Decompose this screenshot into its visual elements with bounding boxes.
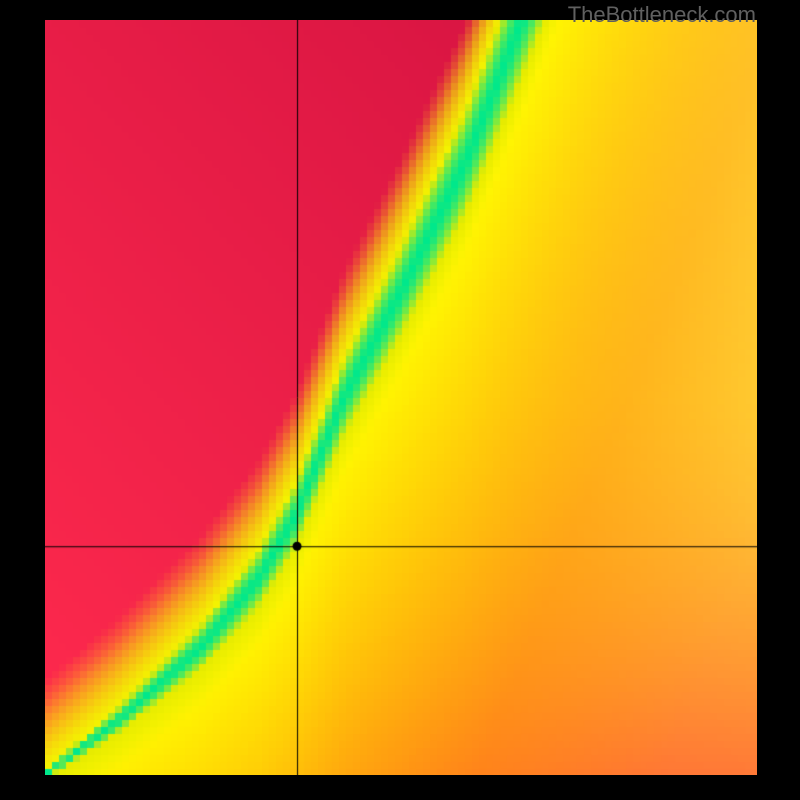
- heatmap-plot: [45, 20, 757, 775]
- chart-container: TheBottleneck.com: [0, 0, 800, 800]
- watermark-text: TheBottleneck.com: [568, 2, 756, 28]
- heatmap-canvas: [45, 20, 757, 775]
